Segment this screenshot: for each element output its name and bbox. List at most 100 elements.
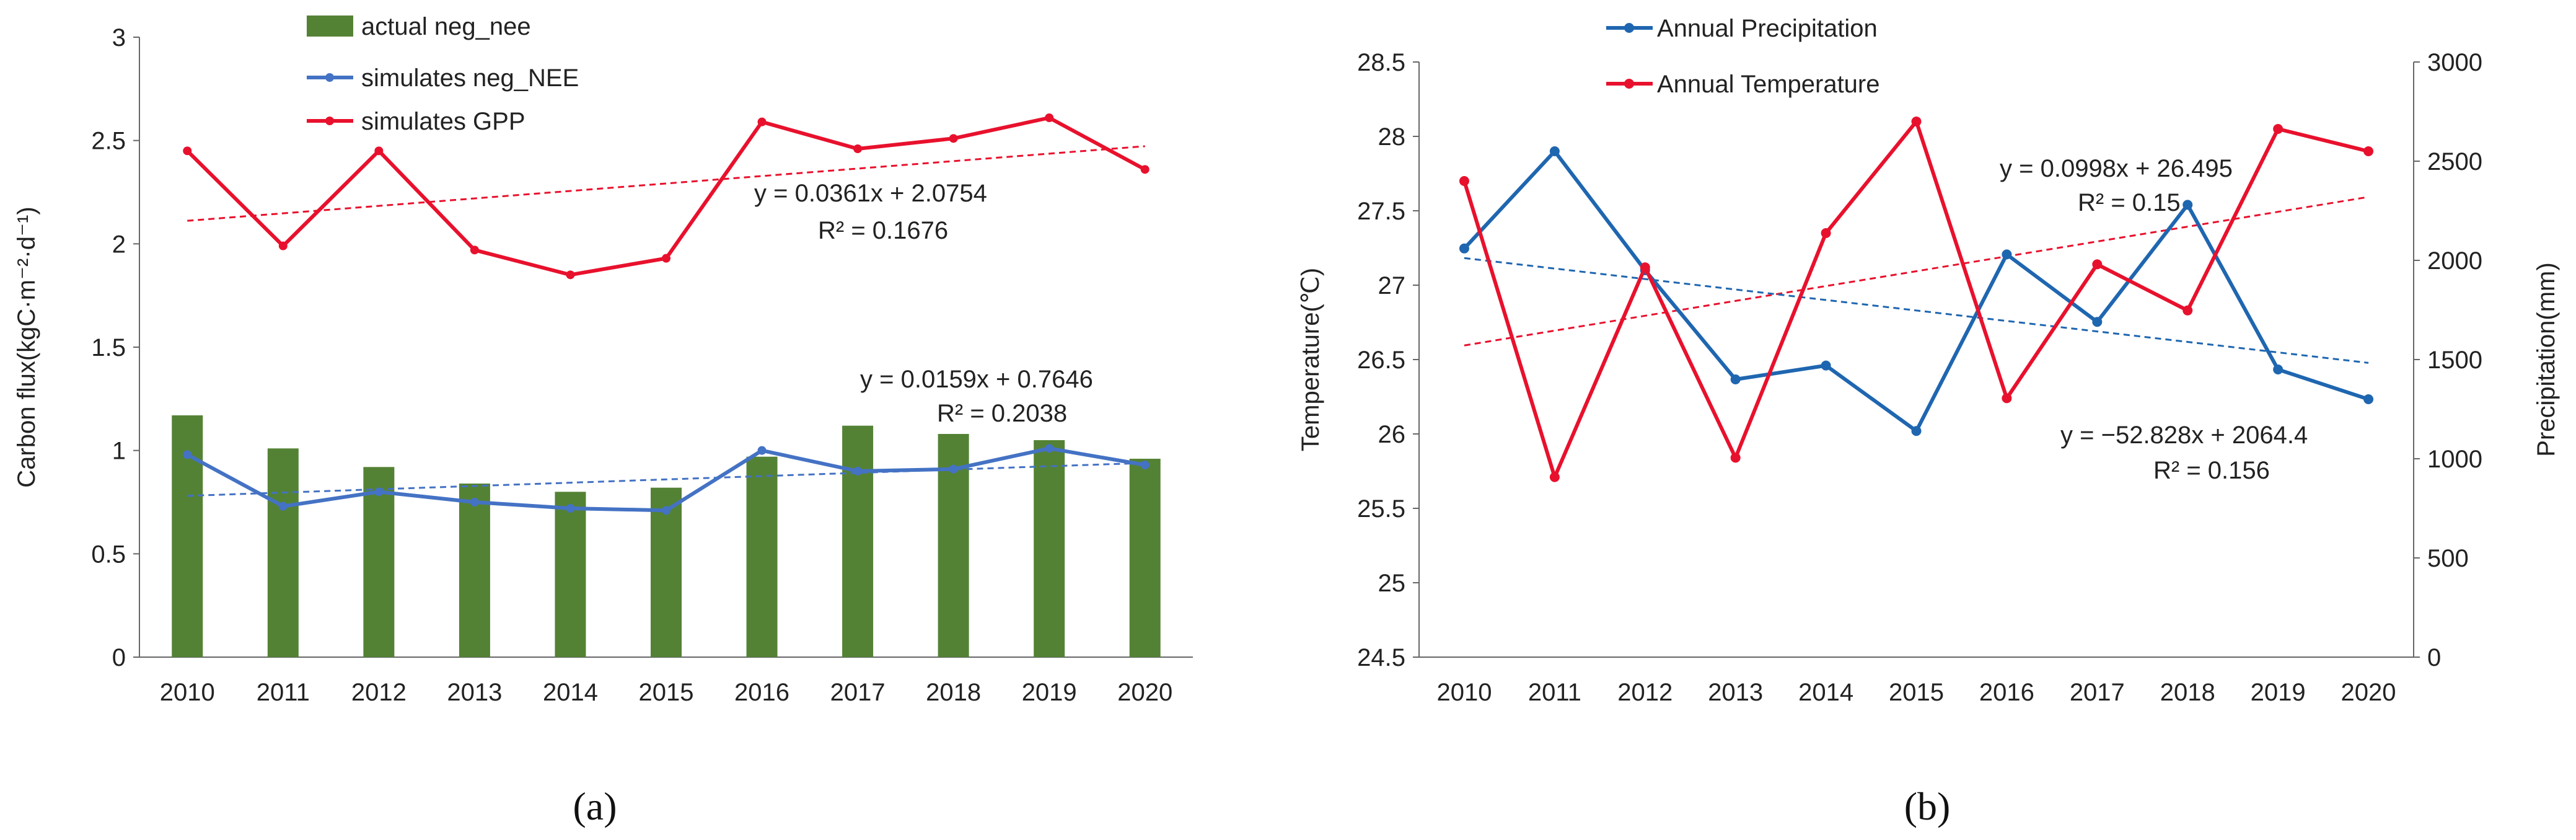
x-tick-label: 2019	[2251, 679, 2306, 706]
data-point	[1045, 444, 1054, 453]
trend-equation-precipitation: y = −52.828x + 2064.4	[2060, 422, 2308, 449]
data-point	[2273, 124, 2284, 134]
y-left-tick-label: 25	[1378, 570, 1406, 597]
data-point	[183, 146, 192, 156]
y-right-tick-label: 0	[2427, 644, 2441, 671]
legend-label: simulates neg_NEE	[361, 64, 579, 92]
x-tick-label: 2015	[639, 679, 694, 706]
data-point	[2363, 394, 2374, 404]
y-tick-label: 0	[112, 644, 126, 671]
chart-b: 24.5 25 25.5 26 26.5 27 27.5 28 28.5 0 500 1000 1500…	[1297, 15, 2560, 828]
data-point	[1821, 228, 1831, 238]
data-point	[1640, 262, 1650, 273]
data-point	[853, 467, 863, 475]
data-point	[470, 245, 479, 255]
legend-label: Annual Temperature	[1657, 71, 1880, 98]
x-tick-label: 2017	[2070, 679, 2125, 706]
data-point	[566, 270, 575, 280]
legend-swatch-marker	[325, 117, 334, 125]
y-tick-label: 2.5	[91, 128, 126, 155]
trend-r2-precipitation: R² = 0.156	[2153, 457, 2270, 484]
data-point	[853, 144, 863, 153]
x-tick-label: 2013	[447, 679, 502, 706]
y-left-tick-label: 28	[1378, 123, 1406, 151]
x-tick-label: 2016	[734, 679, 789, 706]
x-tick-label: 2014	[1798, 679, 1853, 706]
data-point	[757, 117, 767, 126]
legend-swatch-marker	[325, 73, 334, 82]
data-point	[2183, 305, 2193, 316]
data-point	[374, 487, 384, 497]
y-right-tick-label: 1000	[2427, 446, 2482, 473]
trend-equation-gpp: y = 0.0361x + 2.0754	[754, 180, 987, 207]
y-left-tick-label: 26	[1378, 421, 1406, 448]
x-tick-label: 2010	[1436, 679, 1492, 706]
data-point	[1730, 453, 1741, 463]
legend-swatch-bar	[307, 15, 353, 37]
data-point	[2092, 317, 2103, 327]
x-tick-label: 2020	[1117, 679, 1172, 706]
legend-swatch-marker	[1624, 23, 1634, 33]
y-left-tick-label: 27.5	[1357, 198, 1405, 225]
data-point	[2183, 200, 2193, 210]
y-left-tick-label: 26.5	[1357, 347, 1405, 374]
y-axis-title: Carbon flux(kgC·m⁻²·d⁻¹)	[13, 206, 40, 487]
trendline	[187, 462, 1145, 497]
trend-r2-gpp: R² = 0.1676	[818, 217, 948, 244]
trendline	[187, 145, 1145, 222]
y-left-tick-label: 28.5	[1357, 49, 1405, 76]
data-point	[278, 241, 288, 250]
data-point	[470, 498, 479, 506]
data-point	[566, 504, 575, 513]
x-tick-label: 2018	[926, 679, 981, 706]
y-tick-label: 1.5	[91, 334, 126, 361]
y-tick-label: 2	[112, 231, 126, 258]
data-point	[2002, 249, 2012, 260]
x-tick-label: 2011	[257, 679, 310, 706]
bar-actual-neg-nee	[1034, 440, 1065, 657]
y-axis-right-title: Precipitation(mm)	[2533, 262, 2560, 456]
x-tick-label: 2019	[1022, 679, 1077, 706]
data-point	[278, 502, 288, 511]
data-point	[1549, 146, 1560, 156]
x-tick-label: 2017	[830, 679, 886, 706]
data-point	[1911, 117, 1922, 126]
data-point	[1459, 176, 1469, 186]
y-tick-label: 3	[112, 24, 126, 51]
x-tick-label: 2012	[351, 679, 407, 706]
x-tick-label: 2011	[1528, 679, 1581, 706]
x-tick-label: 2018	[2160, 679, 2215, 706]
data-point	[949, 134, 958, 143]
data-point	[949, 464, 958, 474]
panel-label-b: (b)	[1904, 784, 1951, 828]
trend-r2-nee: R² = 0.2038	[937, 400, 1067, 427]
legend-label: actual neg_nee	[361, 13, 531, 40]
trend-equation-nee: y = 0.0159x + 0.7646	[860, 366, 1093, 393]
series-line	[186, 116, 1146, 277]
data-point	[1911, 426, 1922, 436]
y-left-tick-label: 24.5	[1357, 644, 1405, 671]
data-point	[662, 506, 670, 515]
bar-actual-neg-nee	[555, 492, 586, 657]
bar-actual-neg-nee	[842, 425, 874, 657]
x-tick-label: 2016	[1979, 679, 2034, 706]
data-point	[2363, 146, 2374, 156]
panel-label-a: (a)	[573, 784, 617, 828]
x-tick-label: 2020	[2341, 679, 2396, 706]
bar-actual-neg-nee	[267, 448, 299, 657]
trend-r2-temperature: R² = 0.15	[2078, 189, 2181, 216]
y-tick-label: 1	[112, 438, 126, 465]
data-point	[1821, 360, 1831, 371]
data-point	[1140, 165, 1150, 174]
data-point	[1140, 461, 1150, 469]
legend-label: Annual Precipitation	[1657, 15, 1878, 42]
x-tick-label: 2012	[1617, 679, 1673, 706]
bar-actual-neg-nee	[363, 467, 395, 657]
y-left-tick-label: 27	[1378, 272, 1406, 299]
data-point	[1730, 374, 1741, 384]
x-tick-label: 2010	[160, 679, 215, 706]
data-point	[2092, 259, 2103, 270]
y-axis-left-title: Temperature(℃)	[1297, 268, 1324, 451]
data-point	[183, 450, 192, 459]
